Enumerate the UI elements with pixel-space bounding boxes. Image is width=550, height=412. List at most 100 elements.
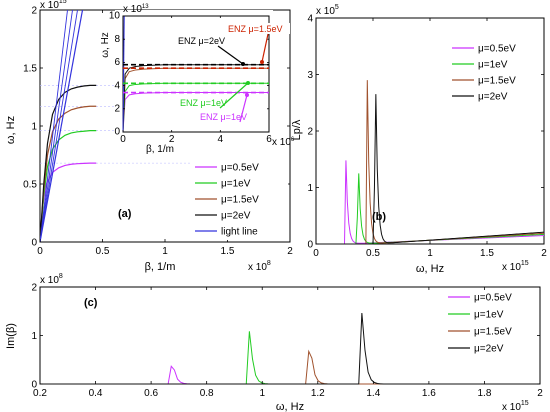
panel-a-ytick-label: 0.5: [23, 179, 37, 190]
panel-b-xtick-label: 0.5: [366, 248, 380, 259]
panel-c-xlabel: ω, Hz: [276, 401, 304, 412]
inset-ytick-label: 4: [114, 80, 120, 91]
panel-c-xtick-label: 1: [259, 388, 265, 399]
enz-arrow-head: [260, 60, 264, 64]
panel-c-ytick-label: 1: [31, 331, 37, 342]
panel-b-propagation: 0 0.5 1 1.5 2 0 1 2 3 4 x 105 x 1015 ω, Hz Lp/λ (…: [291, 4, 547, 275]
enz-annotation-bg: [198, 111, 262, 122]
inset-ytick-label: 2: [114, 103, 120, 114]
inset-xtick-label: 2: [169, 134, 175, 145]
panel-b-xtick-label: 1.5: [480, 248, 494, 259]
panel-c-legend: μ=0.5eV μ=1eV μ=1.5eV μ=2eV: [448, 293, 512, 355]
inset-ytick-label: 6: [114, 57, 120, 68]
enz-annotation-bg: [226, 23, 290, 34]
inset-xlabel: β, 1/m: [146, 144, 174, 155]
panel-c-xtick-label: 2: [537, 388, 543, 399]
enz-arrow: [219, 82, 249, 109]
inset-ytick-label: 8: [114, 34, 120, 45]
legend-entry: μ=1eV: [474, 310, 504, 321]
panel-a-xtick-label: 2: [287, 246, 293, 257]
panel-c-xtick-label: 0.6: [144, 388, 158, 399]
legend-entry: μ=1.5eV: [478, 76, 516, 87]
panel-c-series-3: [40, 312, 540, 385]
enz-annotation: ENZ μ=1.5eV: [228, 24, 282, 34]
panel-a-xtick-label: 1: [162, 246, 168, 257]
enz-annotation: ENZ μ=1eV: [180, 98, 227, 108]
series-line-1: [40, 130, 97, 242]
legend-entry: μ=2eV: [221, 211, 251, 222]
panel-a-x-exponent: x 108: [248, 260, 271, 273]
series-line-3: [40, 84, 97, 242]
panel-c-imaginary: 0.2 0.4 0.6 0.8 1 1.2 1.4 1.6 1.8 2 0 1 2 x 108 x 10…: [5, 273, 543, 412]
panel-b-ytick-label: 4: [307, 13, 313, 24]
panel-c-xtick-label: 0.2: [33, 388, 47, 399]
enz-arrow: [261, 33, 269, 63]
panel-c-ytick-label: 2: [31, 282, 37, 293]
enz-annotation-bg: [176, 35, 240, 46]
panel-a-xtick-label: 1.5: [221, 246, 235, 257]
panel-a-xtick-label: 0.5: [96, 246, 110, 257]
panel-b-x-exponent: x 1015: [502, 260, 529, 273]
panel-a-ytick-label: 1: [31, 121, 37, 132]
enz-annotation: ENZ μ=2eV: [178, 36, 225, 46]
panel-c-ytick-label: 0: [31, 379, 37, 390]
enz-arrow: [239, 94, 248, 123]
light-line-fan: [40, 10, 68, 242]
inset-x-exponent: x 106: [272, 137, 295, 148]
panel-b-series-3: [316, 94, 545, 245]
panel-a-dispersion: 0 0.5 1 1.5 2 0 0.5 1 1.5 2 x 1015 x 108 β, 1/m ω…: [5, 0, 293, 273]
panel-b-ylabel: Lp/λ: [291, 119, 303, 140]
panel-a-xtick-label: 0: [37, 246, 43, 257]
legend-entry: μ=1.5eV: [474, 327, 512, 338]
panel-c-ylabel: Im(β): [5, 323, 17, 349]
legend-entry: μ=0.5eV: [478, 44, 516, 55]
panel-c-xtick-label: 1.2: [311, 388, 325, 399]
panel-c-frame: [39, 286, 541, 385]
enz-arrow-head: [246, 81, 250, 85]
legend-entry: μ=1eV: [221, 179, 251, 190]
panel-c-series-0: [40, 365, 540, 385]
panel-a-ytick-label: 2: [31, 5, 37, 16]
panel-c-xtick-label: 1.6: [422, 388, 436, 399]
inset-y-exponent: x 1013: [123, 4, 149, 15]
legend-entry: μ=2eV: [474, 344, 504, 355]
panel-a-y-exponent: x 1015: [40, 0, 67, 11]
panel-c-label: (c): [84, 297, 98, 309]
panel-a-ytick-label: 1.5: [23, 63, 37, 74]
panel-a-legend: μ=0.5eV μ=1eV μ=1.5eV μ=2eV light line: [192, 160, 288, 240]
panel-c-x-exponent: x 1015: [502, 400, 529, 412]
series-line-2: [40, 105, 97, 242]
legend-entry: μ=1eV: [478, 60, 508, 71]
series-line-0: [40, 162, 97, 242]
panel-b-series-2: [316, 80, 545, 245]
panel-c-xtick-label: 1.4: [366, 388, 380, 399]
inset-ytick-label: 10: [109, 11, 121, 22]
panel-b-xtick-label: 1: [427, 248, 433, 259]
inset-frame: [122, 15, 270, 133]
panel-b-xtick-label: 0: [313, 248, 319, 259]
series-line-4: [40, 10, 84, 242]
inset-series-4: [122, 15, 125, 133]
panel-b-ytick-label: 3: [307, 70, 313, 81]
panel-c-xtick-label: 0.8: [200, 388, 214, 399]
light-line-fan: [40, 10, 73, 242]
legend-entry: μ=0.5eV: [474, 293, 512, 304]
panel-c-xtick-label: 0.4: [89, 388, 103, 399]
panel-c-xtick-label: 1.8: [477, 388, 491, 399]
panel-a-label: (a): [118, 208, 132, 220]
legend-entry: μ=2eV: [478, 92, 508, 103]
panel-c-series-2: [40, 349, 540, 385]
light-line-fan: [40, 10, 78, 242]
panel-a-ylabel: ω, Hz: [5, 116, 17, 144]
panel-b-legend: μ=0.5eV μ=1eV μ=1.5eV μ=2eV: [452, 44, 516, 103]
panel-b-ytick-label: 1: [307, 183, 313, 194]
legend-entry: light line: [221, 227, 258, 238]
enz-arrow: [217, 45, 244, 65]
inset-xtick-label: 4: [218, 134, 224, 145]
panel-c-series-1: [40, 331, 540, 385]
panel-b-ytick-label: 0: [307, 239, 313, 250]
inset-xtick-label: 0: [120, 134, 126, 145]
inset-ylabel: ω, Hz: [100, 32, 111, 58]
